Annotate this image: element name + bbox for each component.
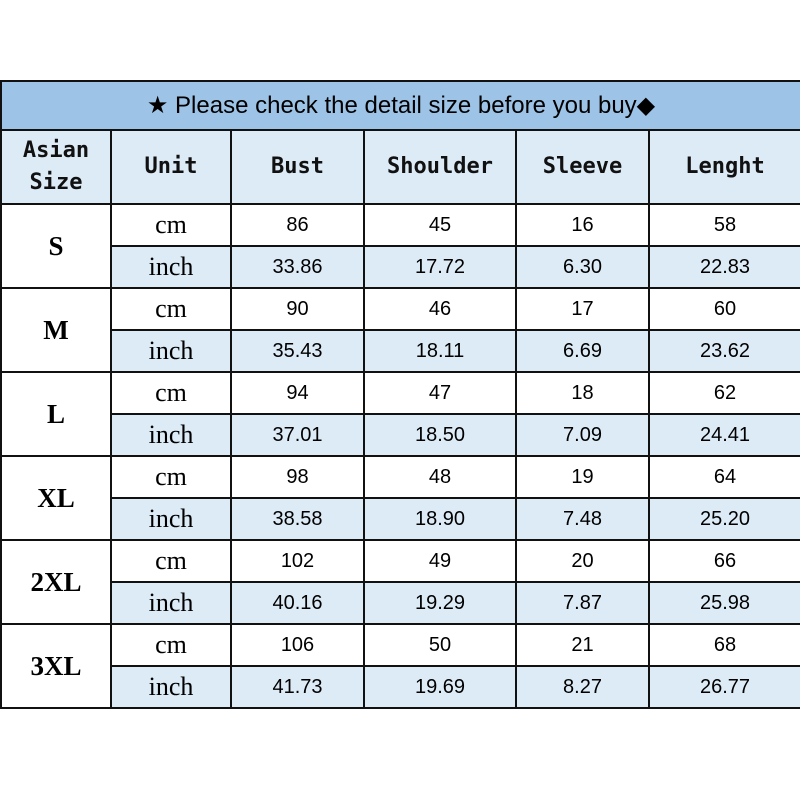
shoulder-cell: 19.69 bbox=[363, 665, 517, 709]
header-length: Lenght bbox=[648, 129, 800, 205]
header-bust: Bust bbox=[230, 129, 365, 205]
unit-cell: inch bbox=[110, 665, 232, 709]
shoulder-cell: 46 bbox=[363, 287, 517, 331]
sleeve-cell: 20 bbox=[515, 539, 650, 583]
bust-cell: 94 bbox=[230, 371, 365, 415]
shoulder-cell: 17.72 bbox=[363, 245, 517, 289]
table-row: XL cm 98 48 19 64 bbox=[0, 455, 800, 541]
table-row: 3XL cm 106 50 21 68 bbox=[0, 623, 800, 709]
sleeve-cell: 18 bbox=[515, 371, 650, 415]
unit-cell: inch bbox=[110, 581, 232, 625]
sleeve-cell: 7.87 bbox=[515, 581, 650, 625]
length-cell: 25.98 bbox=[648, 581, 800, 625]
unit-cell: inch bbox=[110, 329, 232, 373]
shoulder-cell: 47 bbox=[363, 371, 517, 415]
table-row: inch 35.43 18.11 6.69 23.62 bbox=[1, 329, 800, 373]
star-icon: ★ bbox=[146, 92, 169, 119]
shoulder-cell: 18.50 bbox=[363, 413, 517, 457]
unit-cell: inch bbox=[110, 497, 232, 541]
sleeve-cell: 19 bbox=[515, 455, 650, 499]
table-row: inch 40.16 19.29 7.87 25.98 bbox=[1, 581, 800, 625]
shoulder-cell: 18.11 bbox=[363, 329, 517, 373]
unit-cell: cm bbox=[110, 455, 232, 499]
unit-cell: inch bbox=[110, 245, 232, 289]
unit-cell: cm bbox=[110, 287, 232, 331]
size-label: S bbox=[0, 203, 112, 289]
length-cell: 62 bbox=[648, 371, 800, 415]
length-cell: 68 bbox=[648, 623, 800, 667]
length-cell: 64 bbox=[648, 455, 800, 499]
shoulder-cell: 50 bbox=[363, 623, 517, 667]
diamond-icon: ◆ bbox=[636, 92, 656, 119]
table-row: inch 41.73 19.69 8.27 26.77 bbox=[1, 665, 800, 709]
bust-cell: 102 bbox=[230, 539, 365, 583]
unit-cell: cm bbox=[110, 203, 232, 247]
length-cell: 25.20 bbox=[648, 497, 800, 541]
header-unit: Unit bbox=[110, 129, 232, 205]
bust-cell: 38.58 bbox=[230, 497, 365, 541]
size-label: L bbox=[0, 371, 112, 457]
shoulder-cell: 45 bbox=[363, 203, 517, 247]
shoulder-cell: 19.29 bbox=[363, 581, 517, 625]
sleeve-cell: 6.30 bbox=[515, 245, 650, 289]
title-text: Please check the detail size before you … bbox=[175, 92, 637, 119]
bust-cell: 86 bbox=[230, 203, 365, 247]
bust-cell: 35.43 bbox=[230, 329, 365, 373]
unit-cell: inch bbox=[110, 413, 232, 457]
table-row: inch 38.58 18.90 7.48 25.20 bbox=[1, 497, 800, 541]
size-chart-title: ★ Please check the detail size before yo… bbox=[0, 80, 800, 131]
header-sleeve: Sleeve bbox=[515, 129, 650, 205]
header-shoulder: Shoulder bbox=[363, 129, 517, 205]
bust-cell: 41.73 bbox=[230, 665, 365, 709]
header-row: Asian Size Unit Bust Shoulder Sleeve Len… bbox=[0, 129, 800, 205]
unit-cell: cm bbox=[110, 623, 232, 667]
unit-cell: cm bbox=[110, 371, 232, 415]
bust-cell: 40.16 bbox=[230, 581, 365, 625]
size-label: M bbox=[0, 287, 112, 373]
sleeve-cell: 6.69 bbox=[515, 329, 650, 373]
shoulder-cell: 49 bbox=[363, 539, 517, 583]
table-row: inch 33.86 17.72 6.30 22.83 bbox=[1, 245, 800, 289]
length-cell: 58 bbox=[648, 203, 800, 247]
bust-cell: 90 bbox=[230, 287, 365, 331]
table-row: inch 37.01 18.50 7.09 24.41 bbox=[1, 413, 800, 457]
sleeve-cell: 16 bbox=[515, 203, 650, 247]
bust-cell: 33.86 bbox=[230, 245, 365, 289]
sleeve-cell: 7.09 bbox=[515, 413, 650, 457]
size-label: XL bbox=[0, 455, 112, 541]
bust-cell: 106 bbox=[230, 623, 365, 667]
size-label: 3XL bbox=[0, 623, 112, 709]
sleeve-cell: 21 bbox=[515, 623, 650, 667]
length-cell: 23.62 bbox=[648, 329, 800, 373]
length-cell: 24.41 bbox=[648, 413, 800, 457]
sleeve-cell: 7.48 bbox=[515, 497, 650, 541]
shoulder-cell: 48 bbox=[363, 455, 517, 499]
shoulder-cell: 18.90 bbox=[363, 497, 517, 541]
table-row: 2XL cm 102 49 20 66 bbox=[0, 539, 800, 625]
bust-cell: 37.01 bbox=[230, 413, 365, 457]
length-cell: 26.77 bbox=[648, 665, 800, 709]
size-chart-table: ★ Please check the detail size before yo… bbox=[0, 80, 800, 709]
length-cell: 60 bbox=[648, 287, 800, 331]
size-label: 2XL bbox=[0, 539, 112, 625]
unit-cell: cm bbox=[110, 539, 232, 583]
length-cell: 22.83 bbox=[648, 245, 800, 289]
header-label: Asian Size bbox=[22, 138, 90, 195]
sleeve-cell: 8.27 bbox=[515, 665, 650, 709]
bust-cell: 98 bbox=[230, 455, 365, 499]
sleeve-cell: 17 bbox=[515, 287, 650, 331]
header-asian-size: Asian Size bbox=[0, 129, 112, 205]
length-cell: 66 bbox=[648, 539, 800, 583]
